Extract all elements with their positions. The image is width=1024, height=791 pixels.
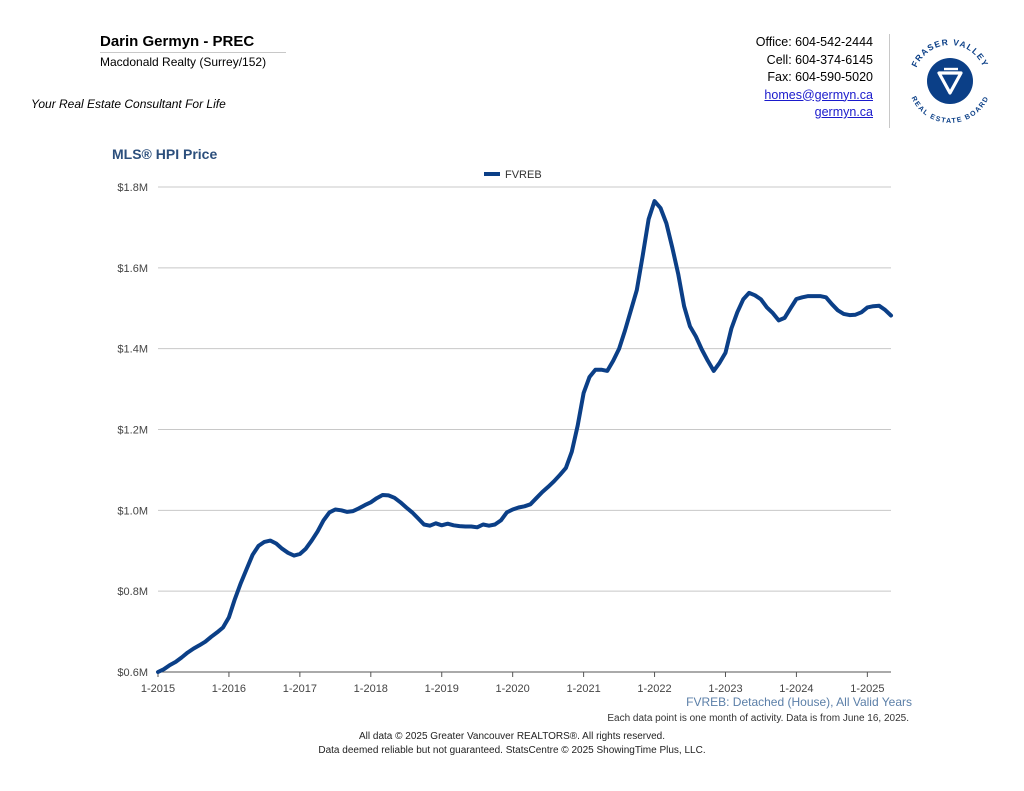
x-tick-label: 1-2022 (637, 683, 671, 695)
x-tick-label: 1-2016 (212, 683, 246, 695)
x-tick-label: 1-2015 (141, 683, 175, 695)
logo-chevron (937, 71, 963, 95)
data-note: Each data point is one month of activity… (607, 713, 909, 724)
office-phone: Office: 604-542-2444 (755, 35, 873, 49)
agent-company: Macdonald Realty (Surrey/152) (100, 55, 267, 69)
chart-title: MLS® HPI Price (112, 146, 217, 162)
x-tick-label: 1-2021 (566, 683, 600, 695)
y-tick-label: $1.4M (117, 344, 148, 356)
x-tick-label: 1-2018 (354, 683, 388, 695)
x-tick-label: 1-2023 (708, 683, 742, 695)
legend-label-fvreb: FVREB (505, 169, 542, 181)
header-divider (100, 52, 286, 53)
x-axis: 1-2015 1-2016 1-2017 1-2018 1-2019 1-2020 1-20… (141, 672, 884, 695)
website-link[interactable]: germyn.ca (814, 105, 873, 119)
fvreb-logo-icon: FRASER VALLEY REAL ESTATE BOARD (909, 37, 989, 125)
cell-phone: Cell: 604-374-6145 (766, 52, 873, 67)
y-axis-ticks: $0.6M $0.8M $1.0M $1.2M $1.4M $1.6M $1.8M (117, 182, 148, 679)
contact-block: Office: 604-542-2444 Cell: 604-374-6145 … (756, 34, 873, 122)
gridlines (158, 186, 891, 673)
chart-legend: FVREB (484, 169, 542, 181)
chart-subtitle: FVREB: Detached (House), All Valid Years (686, 695, 912, 709)
y-tick-label: $1.8M (117, 182, 148, 194)
disclaimer-note: Data deemed reliable but not guaranteed.… (318, 745, 706, 756)
x-tick-label: 1-2020 (496, 683, 530, 695)
x-tick-label: 1-2025 (850, 683, 884, 695)
agent-tagline: Your Real Estate Consultant For Life (31, 97, 226, 111)
x-tick-label: 1-2024 (779, 683, 813, 695)
email-link[interactable]: homes@germyn.ca (764, 87, 873, 102)
y-tick-label: $0.8M (117, 586, 148, 598)
series-line-fvreb (156, 199, 893, 674)
agent-name: Darin Germyn - PREC (100, 33, 255, 50)
y-tick-label: $1.0M (117, 505, 148, 517)
hpi-line-chart: MLS® HPI Price $0.6M $0.8M $1.0M $1.2M $1.4M… (112, 146, 893, 695)
y-tick-label: $1.6M (117, 263, 148, 275)
logo-disc (927, 58, 973, 104)
y-tick-label: $0.6M (117, 667, 148, 679)
x-tick-label: 1-2019 (425, 683, 459, 695)
fax-number: Fax: 604-590-5020 (767, 70, 873, 84)
x-tick-label: 1-2017 (283, 683, 317, 695)
y-tick-label: $1.2M (117, 425, 148, 437)
logo-divider (889, 34, 890, 128)
copyright-note: All data © 2025 Greater Vancouver REALTO… (359, 731, 665, 742)
